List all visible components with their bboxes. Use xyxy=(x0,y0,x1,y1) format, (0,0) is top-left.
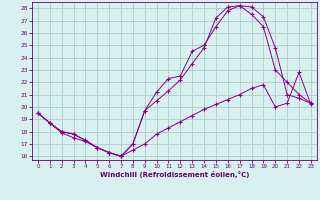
X-axis label: Windchill (Refroidissement éolien,°C): Windchill (Refroidissement éolien,°C) xyxy=(100,171,249,178)
